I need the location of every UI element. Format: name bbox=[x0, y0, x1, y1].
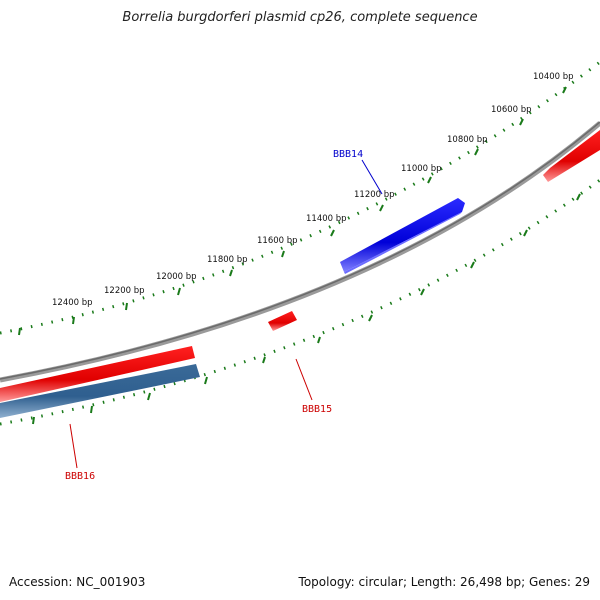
scale-label: 12200 bp bbox=[104, 286, 145, 296]
gene-reverse-top-right[interactable] bbox=[543, 130, 600, 182]
scale-label: 11400 bp bbox=[306, 214, 347, 224]
accession-text: Accession: NC_001903 bbox=[9, 575, 146, 589]
scale-label: 12400 bp bbox=[52, 298, 93, 308]
scale-label: 12000 bp bbox=[156, 272, 197, 282]
gene-bbb14[interactable] bbox=[340, 198, 465, 274]
scale-label: 11000 bp bbox=[401, 164, 442, 174]
topology-summary: Topology: circular; Length: 26,498 bp; G… bbox=[298, 575, 590, 589]
inner-scale-ring bbox=[0, 178, 600, 426]
inner-major-ticks bbox=[32, 193, 581, 425]
scale-labels: 10400 bp 10600 bp 10800 bp 11000 bp 1120… bbox=[52, 72, 574, 308]
scale-label: 10400 bp bbox=[533, 72, 574, 82]
bbb14-label-line bbox=[361, 159, 383, 195]
map-title: Borrelia burgdorferi plasmid cp26, compl… bbox=[122, 10, 478, 25]
gene-label-bbb15[interactable]: BBB15 bbox=[302, 404, 332, 415]
outer-scale-ring bbox=[0, 60, 600, 335]
backbone-ring bbox=[0, 121, 600, 383]
scale-label: 11200 bp bbox=[354, 190, 395, 200]
gene-label-bbb14[interactable]: BBB14 bbox=[333, 149, 363, 160]
scale-label: 11600 bp bbox=[257, 236, 298, 246]
scale-label: 10600 bp bbox=[491, 105, 532, 115]
scale-label: 11800 bp bbox=[207, 255, 248, 265]
bbb15-label-line bbox=[295, 358, 313, 401]
scale-label: 10800 bp bbox=[447, 135, 488, 145]
outer-major-ticks bbox=[18, 86, 567, 336]
gene-label-bbb16[interactable]: BBB16 bbox=[65, 471, 95, 482]
gene-bbb15[interactable] bbox=[268, 311, 297, 331]
bbb16-label-line bbox=[69, 423, 78, 469]
gene-bbb16[interactable] bbox=[0, 346, 195, 402]
gene-steel-blue[interactable] bbox=[0, 364, 200, 418]
